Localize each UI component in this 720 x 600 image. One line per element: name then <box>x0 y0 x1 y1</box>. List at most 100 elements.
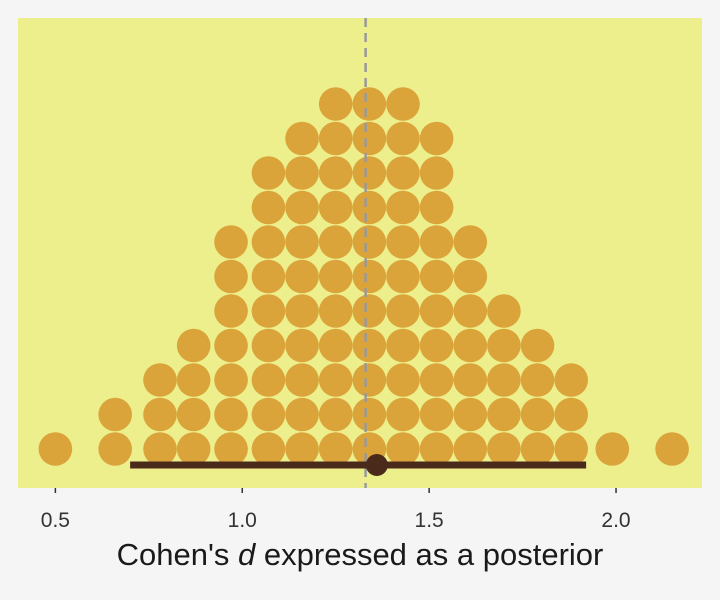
dot <box>251 294 286 328</box>
dot <box>352 156 387 190</box>
dot <box>487 363 521 397</box>
dot <box>386 397 420 432</box>
dot <box>214 259 248 294</box>
dot <box>318 225 353 259</box>
dot <box>352 294 387 328</box>
dot <box>285 397 319 432</box>
x-tick-label: 2.0 <box>601 509 630 532</box>
dot <box>520 432 555 466</box>
dot <box>386 87 420 121</box>
dot <box>251 363 286 397</box>
dot <box>143 397 177 432</box>
dot <box>214 328 248 363</box>
dot <box>214 294 248 328</box>
dot <box>453 259 488 294</box>
dot <box>318 432 353 466</box>
dot <box>318 156 353 190</box>
dot <box>285 363 319 397</box>
dot <box>655 432 689 466</box>
dot <box>386 121 420 156</box>
dot <box>386 363 420 397</box>
dot <box>487 328 521 363</box>
dot <box>176 397 211 432</box>
dot <box>453 225 488 259</box>
dot <box>386 432 420 466</box>
dot <box>453 432 488 466</box>
dot <box>419 328 454 363</box>
dot <box>251 225 286 259</box>
dot <box>176 432 211 466</box>
dot <box>214 432 248 466</box>
dot <box>487 432 521 466</box>
dot <box>419 432 454 466</box>
dot <box>98 397 132 432</box>
dot <box>285 225 319 259</box>
dot <box>419 397 454 432</box>
dot <box>352 259 387 294</box>
dot <box>453 294 488 328</box>
dot <box>143 432 177 466</box>
dot <box>520 397 555 432</box>
dot <box>520 328 555 363</box>
dot <box>251 156 286 190</box>
dot <box>419 190 454 225</box>
dot <box>419 121 454 156</box>
dot <box>251 432 286 466</box>
dot <box>386 225 420 259</box>
dot <box>487 294 521 328</box>
point-estimate <box>365 454 388 476</box>
dot <box>419 363 454 397</box>
dot <box>318 87 353 121</box>
x-tick-label: 1.5 <box>415 509 444 532</box>
dot <box>285 156 319 190</box>
dot <box>419 225 454 259</box>
dot <box>143 363 177 397</box>
dot <box>386 259 420 294</box>
dot <box>214 225 248 259</box>
dot <box>487 397 521 432</box>
dot <box>285 294 319 328</box>
dot <box>285 328 319 363</box>
dot <box>98 432 132 466</box>
dot <box>285 259 319 294</box>
dot <box>318 190 353 225</box>
dot <box>453 328 488 363</box>
dot <box>554 432 588 466</box>
dot <box>595 432 630 466</box>
x-axis-title: Cohen's d expressed as a posterior <box>117 537 604 572</box>
dot <box>352 87 387 121</box>
dot-stacks <box>38 87 689 466</box>
dot <box>419 259 454 294</box>
dot <box>554 363 588 397</box>
dot <box>318 121 353 156</box>
dot <box>386 156 420 190</box>
dot <box>554 397 588 432</box>
dot <box>453 397 488 432</box>
dot <box>318 328 353 363</box>
dot <box>352 225 387 259</box>
dot <box>214 397 248 432</box>
dot <box>419 294 454 328</box>
x-tick-label: 0.5 <box>41 509 70 532</box>
dot <box>285 121 319 156</box>
dot <box>251 259 286 294</box>
dot <box>251 190 286 225</box>
dot <box>285 432 319 466</box>
dot <box>176 363 211 397</box>
x-axis-title-part-3: expressed as a posterior <box>255 537 603 572</box>
x-axis-title-part-1: Cohen's <box>117 537 238 572</box>
dot <box>386 294 420 328</box>
dot <box>251 397 286 432</box>
dot <box>352 397 387 432</box>
dot <box>352 328 387 363</box>
dot <box>318 294 353 328</box>
dot <box>214 363 248 397</box>
dot <box>285 190 319 225</box>
dot <box>453 363 488 397</box>
x-axis-title-part-2: d <box>238 537 257 572</box>
dot <box>352 190 387 225</box>
dot <box>318 363 353 397</box>
dot <box>251 328 286 363</box>
dot <box>386 190 420 225</box>
